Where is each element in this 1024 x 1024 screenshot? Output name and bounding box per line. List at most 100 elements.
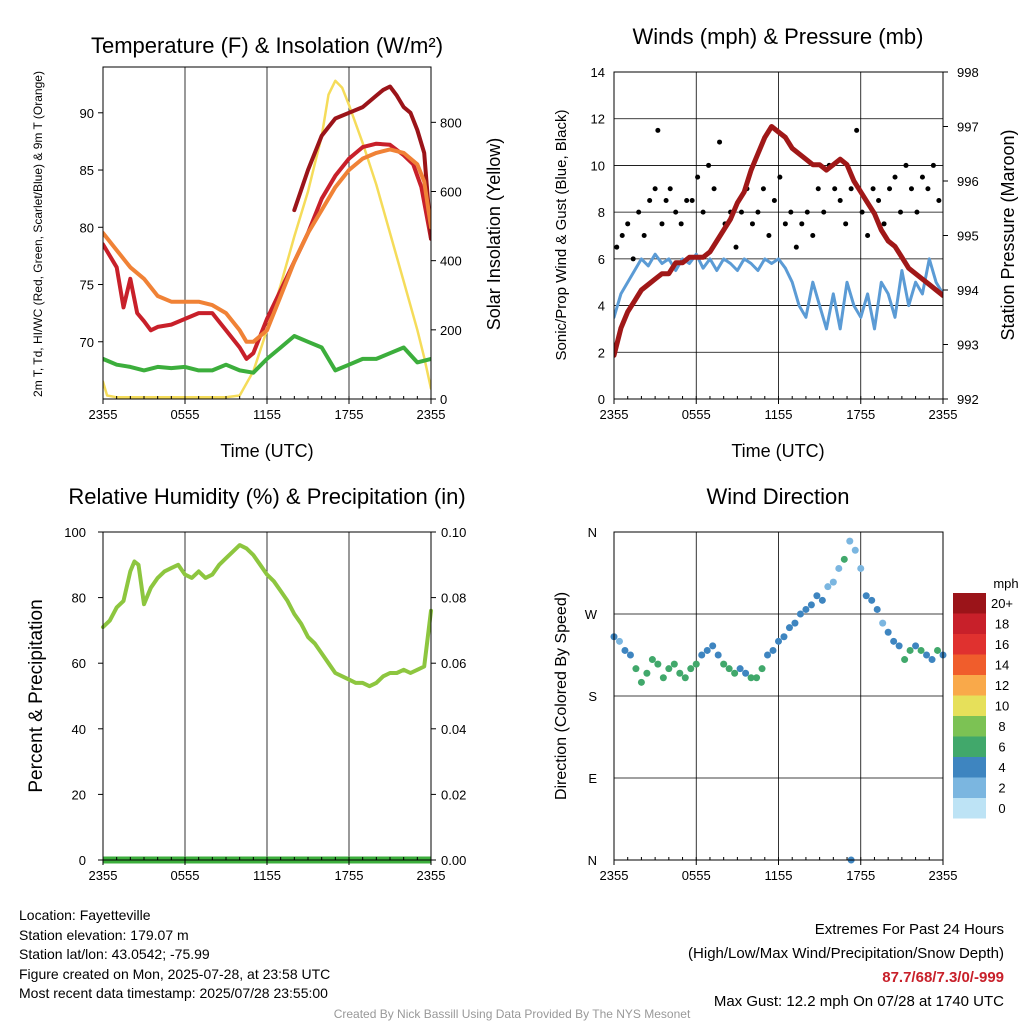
direction-point [670, 660, 678, 668]
gust-point [788, 209, 794, 215]
x-tick-label: 1755 [846, 407, 875, 422]
gust-point [870, 186, 876, 192]
legend-swatch [953, 716, 986, 737]
legend-label: 6 [998, 740, 1005, 755]
x-tick-label: 1755 [335, 407, 364, 422]
legend-label: 14 [995, 658, 1009, 673]
pressure-line [614, 124, 943, 358]
gust-point [865, 233, 871, 238]
legend-label: 18 [995, 617, 1009, 632]
direction-point [780, 633, 788, 641]
gust-point [733, 244, 739, 250]
direction-point [637, 678, 645, 686]
gust-point [799, 221, 805, 227]
direction-point [884, 628, 892, 636]
legend-swatch [953, 695, 986, 716]
y2-tick-label: 0.00 [441, 853, 466, 868]
gust-point [914, 209, 920, 215]
legend-label: 2 [998, 781, 1005, 796]
winds-chart: 0 2 4 6 8 10 12 14 992 993 994 995 996 997 998 2355 0555… [553, 24, 1018, 461]
extremes-block: Extremes For Past 24 Hours (High/Low/Max… [688, 918, 1004, 1014]
legend-label: 20+ [991, 596, 1013, 611]
direction-point [654, 660, 662, 668]
gust-point [663, 197, 669, 203]
gust-point [619, 233, 625, 238]
legend-label: 12 [995, 678, 1009, 693]
direction-point [862, 592, 870, 600]
direction-point [857, 564, 865, 572]
x-tick-label: 1755 [846, 868, 875, 883]
gust-point [804, 209, 810, 215]
wind-line [614, 252, 943, 331]
x-tick-label: 1155 [253, 407, 281, 422]
x-tick-label: 0555 [682, 868, 711, 883]
direction-point [747, 674, 755, 682]
legend-label: 8 [998, 719, 1005, 734]
gust-point [898, 209, 904, 215]
direction-point [934, 646, 942, 654]
gust-point [925, 186, 931, 192]
direction-point [840, 555, 848, 563]
legend-swatch [953, 634, 986, 655]
direction-point [928, 656, 936, 664]
direction-point [923, 651, 931, 659]
gust-point [647, 197, 653, 203]
y2-tick-label: 0 [440, 392, 447, 407]
gust-point [717, 139, 723, 145]
y-tick-label: 2 [598, 345, 605, 360]
y-axis-label: Direction (Colored By Speed) [553, 592, 570, 800]
gust-point [837, 197, 843, 203]
direction-point [615, 637, 623, 645]
y-tick-label: 40 [72, 722, 86, 737]
gust-point [919, 174, 925, 180]
station-elevation: Station elevation: 179.07 m [19, 926, 189, 943]
y-tick-label: 20 [72, 787, 86, 802]
y2-tick-label: 800 [440, 115, 462, 130]
y-tick-label: W [585, 607, 598, 622]
legend-swatch [953, 777, 986, 798]
direction-point [868, 596, 876, 604]
gust-point [810, 233, 816, 238]
direction-point [895, 642, 903, 650]
direction-point [758, 665, 766, 673]
y-tick-label: 12 [591, 112, 605, 127]
y-axis-label: 2m T, Td, HI/WC (Red, Green, Scarlet/Blu… [31, 71, 45, 397]
direction-point [890, 637, 898, 645]
x-tick-label: 1155 [765, 868, 793, 883]
extremes-title: Extremes For Past 24 Hours [814, 921, 1004, 938]
direction-point [796, 610, 804, 618]
legend-swatch [953, 593, 986, 614]
y-tick-label: 6 [598, 252, 605, 267]
direction-point [742, 669, 750, 677]
y-tick-label: 8 [598, 205, 605, 220]
y-tick-label: 80 [72, 591, 86, 606]
x-tick-label: 0555 [171, 868, 200, 883]
gust-point [749, 221, 755, 227]
gust-point [678, 221, 684, 227]
y2-tick-label: 0.08 [441, 591, 466, 606]
gust-point [755, 209, 761, 215]
y2-tick-label: 200 [440, 323, 462, 338]
direction-point [775, 637, 782, 645]
y-tick-label: E [588, 771, 597, 786]
y2-tick-label: 996 [957, 174, 979, 189]
y-tick-label: 70 [80, 335, 94, 350]
gust-point [711, 186, 717, 192]
credit-line: Created By Nick Bassill Using Data Provi… [333, 1007, 691, 1021]
x-tick-label: 0555 [682, 407, 711, 422]
chart-title: Wind Direction [706, 484, 849, 509]
direction-point [879, 619, 887, 627]
direction-point [709, 642, 717, 650]
gust-point [854, 127, 860, 133]
y2-tick-label: 997 [957, 120, 979, 135]
gust-point [614, 244, 620, 250]
direction-point [785, 624, 793, 632]
direction-point [917, 646, 925, 654]
legend-label: 4 [998, 760, 1005, 775]
direction-point [698, 651, 706, 659]
humidity-line [101, 543, 433, 689]
y2-axis-label: Station Pressure (Maroon) [998, 129, 1018, 340]
direction-point [626, 651, 634, 659]
temperature-line [103, 147, 431, 344]
